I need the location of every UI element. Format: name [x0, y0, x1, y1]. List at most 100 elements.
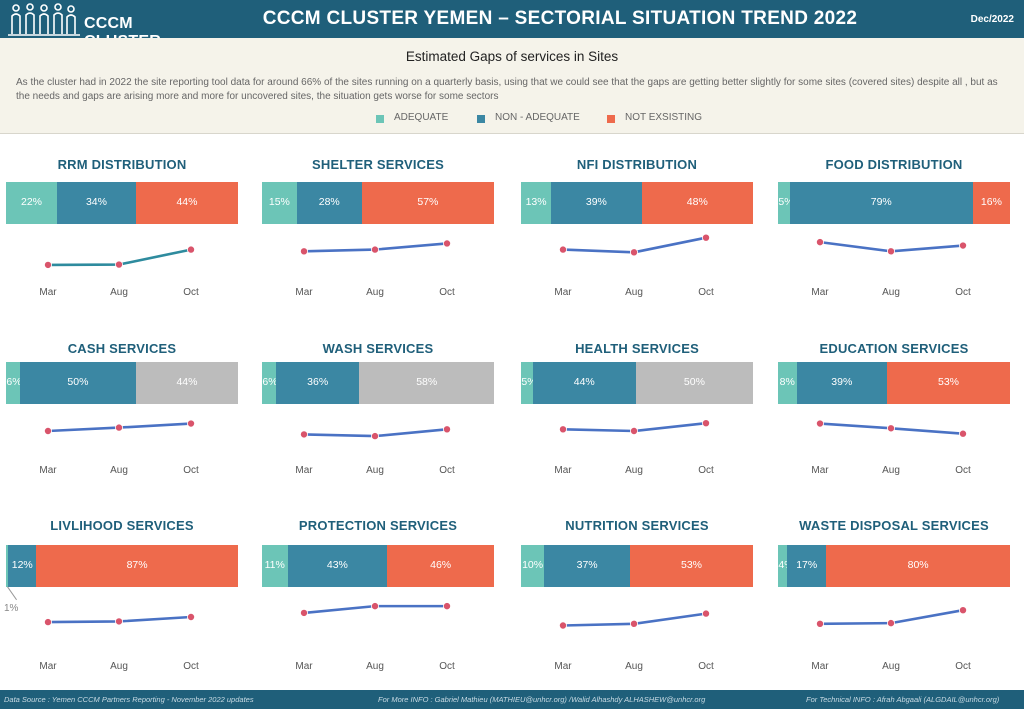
- people-icon: [8, 3, 80, 36]
- bar-segment: [262, 182, 297, 224]
- data-label: 80%: [907, 559, 929, 571]
- legend-swatch: [376, 115, 384, 123]
- x-tick-label: Mar: [39, 465, 57, 476]
- bar-segment: [532, 362, 636, 404]
- stacked-bar: 4% 17% 80%: [778, 545, 1010, 587]
- data-label: 8%: [779, 376, 795, 388]
- stacked-bar: 8% 39% 53%: [778, 362, 1010, 404]
- trend-point: [300, 608, 309, 617]
- cccm-logo: CCCM CLUSTER: [8, 2, 198, 50]
- legend-swatch: [607, 115, 615, 123]
- data-label: 28%: [318, 196, 340, 208]
- data-label: 6%: [6, 376, 22, 388]
- stacked-bar: 15% 28% 57%: [262, 182, 494, 224]
- data-label: 39%: [831, 376, 853, 388]
- bar-segment: [262, 362, 276, 404]
- trend-point: [701, 419, 710, 428]
- stacked-bar: 6% 50% 44%: [6, 362, 238, 404]
- bar-segment: [8, 545, 37, 587]
- trend-point: [630, 426, 639, 435]
- x-tick-label: Mar: [811, 465, 829, 476]
- x-tick-label: Oct: [955, 661, 971, 672]
- trend-point: [115, 260, 124, 269]
- trend-point: [44, 260, 53, 269]
- trend-line-chart: [44, 612, 195, 627]
- data-label: 43%: [326, 559, 348, 571]
- bar-segment: [826, 545, 1010, 587]
- panel-title: WASTE DISPOSAL SERVICES: [799, 518, 989, 533]
- page-title: CCCM CLUSTER YEMEN – SECTORIAL SITUATION…: [262, 8, 858, 29]
- panel-title: WASH SERVICES: [322, 341, 434, 356]
- x-tick-label: Oct: [698, 287, 714, 298]
- trend-point: [442, 239, 451, 248]
- x-tick-label: Mar: [811, 661, 829, 672]
- bar-segment: [521, 545, 545, 587]
- data-label: 53%: [938, 376, 960, 388]
- x-tick-label: Oct: [955, 465, 971, 476]
- x-tick-label: Aug: [625, 661, 643, 672]
- data-label: 34%: [85, 196, 107, 208]
- x-tick-label: Oct: [183, 661, 199, 672]
- data-label: 13%: [525, 196, 547, 208]
- bar-segment: [262, 545, 288, 587]
- data-label: 39%: [585, 196, 607, 208]
- stacked-bar: 1% 12% 87%: [4, 545, 238, 614]
- trend-point: [958, 429, 967, 438]
- x-tick-label: Oct: [183, 287, 199, 298]
- data-label: 50%: [683, 376, 705, 388]
- subtitle: Estimated Gaps of services in Sites: [405, 49, 619, 64]
- data-label: 10%: [522, 559, 544, 571]
- stacked-bar: 5% 79% 16%: [778, 182, 1010, 224]
- x-tick-label: Oct: [955, 287, 971, 298]
- trend-point: [887, 247, 896, 256]
- bar-segment: [296, 182, 362, 224]
- x-tick-label: Aug: [366, 661, 384, 672]
- x-tick-label: Oct: [183, 465, 199, 476]
- x-tick-label: Mar: [811, 287, 829, 298]
- x-tick-label: Mar: [39, 287, 57, 298]
- data-label: 37%: [576, 559, 598, 571]
- stacked-bar: 10% 37% 53%: [521, 545, 753, 587]
- data-label: 50%: [67, 376, 89, 388]
- panel-title: EDUCATION SERVICES: [819, 341, 969, 356]
- x-tick-label: Mar: [39, 661, 57, 672]
- bar-segment: [19, 362, 136, 404]
- trend-line-chart: [300, 602, 451, 617]
- bar-segment: [6, 182, 58, 224]
- bar-segment: [287, 545, 388, 587]
- stacked-bar: 13% 39% 48%: [521, 182, 753, 224]
- x-tick-label: Mar: [295, 287, 313, 298]
- x-tick-label: Oct: [439, 287, 455, 298]
- footer-technical-info: For Technical INFO : Afrah Abgaali (ALGD…: [806, 695, 1000, 704]
- trend-point: [371, 602, 380, 611]
- x-tick-label: Mar: [295, 465, 313, 476]
- legend-label: ADEQUATE: [394, 112, 449, 123]
- trend-point: [300, 430, 309, 439]
- data-label: 22%: [21, 196, 43, 208]
- data-label: 16%: [980, 196, 1002, 208]
- header-bar: CCCM CLUSTER CCCM CLUSTER YEMEN – SECTOR…: [0, 0, 1024, 50]
- bar-segment: [635, 362, 753, 404]
- x-tick-label: Aug: [625, 287, 643, 298]
- bar-segment: [387, 545, 494, 587]
- panel-title: NFI DISTRIBUTION: [576, 157, 698, 172]
- trend-point: [186, 245, 195, 254]
- trend-point: [887, 424, 896, 433]
- legend-label: NON - ADEQUATE: [495, 112, 580, 123]
- x-tick-label: Mar: [554, 661, 572, 672]
- x-tick-label: Mar: [295, 661, 313, 672]
- data-label: 57%: [417, 196, 439, 208]
- trend-line-chart: [44, 419, 195, 435]
- bar-segment: [778, 545, 788, 587]
- x-tick-label: Aug: [110, 287, 128, 298]
- data-label: 44%: [176, 196, 198, 208]
- x-tick-label: Mar: [554, 465, 572, 476]
- x-tick-label: Mar: [554, 287, 572, 298]
- data-label: 36%: [307, 376, 329, 388]
- stacked-bar: 11% 43% 46%: [262, 545, 494, 587]
- trend-point: [44, 426, 53, 435]
- bar-segment: [551, 182, 642, 224]
- stacked-bar: 22% 34% 44%: [6, 182, 238, 224]
- bar-segment: [361, 182, 494, 224]
- x-tick-label: Aug: [882, 661, 900, 672]
